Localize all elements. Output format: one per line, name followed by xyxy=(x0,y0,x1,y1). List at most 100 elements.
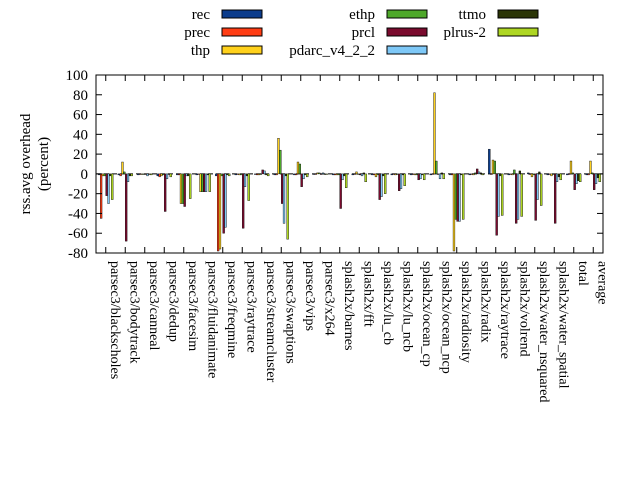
x-tick-label: parsec3/canneal xyxy=(146,261,161,350)
bar-plrus-2-parsec3/x264 xyxy=(325,173,328,175)
x-tick-label: splash2x/water_nsquared xyxy=(536,261,551,403)
bar-plrus-2-parsec3/bodytrack xyxy=(130,173,133,177)
bar-ethp-parsec3/swaptions xyxy=(279,149,282,175)
bar-ethp-parsec3/streamcluster xyxy=(259,173,262,175)
x-tick-label: splash2x/radiosity xyxy=(458,261,473,363)
bar-ttmo-total xyxy=(577,173,580,182)
bar-thp-splash2x/water_spatial xyxy=(550,173,553,177)
bar-prec-parsec3/streamcluster xyxy=(256,173,259,176)
bar-ethp-parsec3/freqmine xyxy=(220,173,223,177)
bar-prcl-parsec3/canneal xyxy=(144,173,147,175)
bar-plrus-2-splash2x/lu_cb xyxy=(384,173,387,194)
legend-label-plrus-2: plrus-2 xyxy=(444,25,487,41)
bar-prec-splash2x/lu_ncb xyxy=(392,173,395,175)
bar-ttmo-parsec3/facesim xyxy=(187,173,190,177)
y-axis-label: rss.avg overhead xyxy=(18,113,34,214)
bar-prec-parsec3/freqmine xyxy=(216,173,220,252)
bar-prcl-splash2x/barnes xyxy=(339,173,342,209)
bar-ethp-parsec3/vips xyxy=(298,163,301,175)
y-tick-label: -20 xyxy=(68,187,88,203)
bar-rec-splash2x/water_nsquared xyxy=(527,172,530,175)
bar-prcl-parsec3/swaptions xyxy=(281,173,284,204)
bar-ethp-splash2x/fft xyxy=(357,173,360,175)
bar-ttmo-parsec3/canneal xyxy=(148,173,151,175)
bar-ttmo-parsec3/freqmine xyxy=(226,173,229,176)
bar-plrus-2-parsec3/swaptions xyxy=(286,173,289,240)
bar-ttmo-splash2x/ocean_ncp xyxy=(440,172,444,175)
bar-ttmo-parsec3/dedup xyxy=(167,173,170,175)
bar-ethp-splash2x/barnes xyxy=(337,173,340,176)
bar-thp-parsec3/facesim xyxy=(179,173,183,204)
bar-ethp-parsec3/blackscholes xyxy=(103,173,106,177)
bar-prec-parsec3/raytrace xyxy=(236,173,239,175)
x-tick-label: parsec3/fluidanimate xyxy=(204,261,219,378)
bar-prec-parsec3/swaptions xyxy=(275,173,278,176)
bar-pdarc_v4_2_2-parsec3/swaptions xyxy=(282,173,286,224)
x-tick-label: splash2x/water_spatial xyxy=(555,261,570,389)
bar-ethp-parsec3/raytrace xyxy=(240,173,243,176)
legend-label-thp: thp xyxy=(191,43,210,59)
bar-plrus-2-parsec3/streamcluster xyxy=(267,173,270,177)
bar-prcl-parsec3/dedup xyxy=(164,173,167,212)
bar-ttmo-parsec3/streamcluster xyxy=(265,173,268,176)
bar-prcl-splash2x/ocean_cp xyxy=(417,173,420,181)
bar-ttmo-average xyxy=(596,173,600,179)
bar-thp-parsec3/bodytrack xyxy=(121,161,124,175)
bar-prcl-splash2x/fft xyxy=(359,173,362,176)
legend-swatch-prcl xyxy=(386,27,428,37)
bar-rec-splash2x/volrend xyxy=(507,173,510,176)
bar-pdarc_v4_2_2-splash2x/water_spatial xyxy=(555,173,559,182)
legend-swatch-ttmo xyxy=(497,9,539,19)
bar-prec-average xyxy=(587,173,590,176)
bar-pdarc_v4_2_2-parsec3/canneal xyxy=(146,173,149,177)
bar-pdarc_v4_2_2-splash2x/water_nsquared xyxy=(536,173,539,200)
bar-rec-splash2x/ocean_ncp xyxy=(429,173,432,176)
bar-pdarc_v4_2_2-parsec3/freqmine xyxy=(224,173,227,228)
bar-plrus-2-parsec3/vips xyxy=(306,173,309,178)
bar-ttmo-splash2x/water_nsquared xyxy=(538,171,541,175)
bar-ttmo-parsec3/x264 xyxy=(323,173,327,175)
bar-rec-parsec3/canneal xyxy=(137,173,140,176)
bar-rec-parsec3/dedup xyxy=(156,173,159,177)
bar-pdarc_v4_2_2-parsec3/vips xyxy=(302,173,305,180)
bar-prec-parsec3/x264 xyxy=(314,173,317,175)
legend-swatch-ethp xyxy=(386,9,428,19)
bar-prec-splash2x/volrend xyxy=(509,173,512,175)
bar-plrus-2-parsec3/raytrace xyxy=(247,173,250,201)
bar-plrus-2-splash2x/radix xyxy=(481,173,484,176)
bar-rec-splash2x/water_spatial xyxy=(546,173,549,176)
legend-label-ttmo: ttmo xyxy=(458,7,486,23)
bar-prec-splash2x/fft xyxy=(353,173,356,175)
bar-prcl-splash2x/ocean_ncp xyxy=(437,173,440,175)
bar-prcl-total xyxy=(573,173,576,190)
bar-prcl-splash2x/lu_cb xyxy=(378,173,381,200)
bar-ttmo-splash2x/radiosity xyxy=(460,173,463,176)
bar-thp-parsec3/blackscholes xyxy=(101,173,105,177)
bar-thp-parsec3/freqmine xyxy=(218,173,222,250)
bar-ttmo-splash2x/lu_ncb xyxy=(401,173,405,176)
y-tick-label: 100 xyxy=(66,68,89,84)
bar-thp-splash2x/radiosity xyxy=(452,173,456,252)
bar-rec-parsec3/x264 xyxy=(312,173,315,175)
bar-rec-splash2x/barnes xyxy=(332,173,335,176)
bar-ethp-splash2x/radiosity xyxy=(454,173,457,220)
bar-pdarc_v4_2_2-splash2x/fft xyxy=(360,173,364,177)
x-tick-label: splash2x/volrend xyxy=(516,261,531,357)
bar-pdarc_v4_2_2-parsec3/dedup xyxy=(165,173,169,180)
bar-prec-splash2x/barnes xyxy=(334,173,337,176)
bar-prcl-splash2x/volrend xyxy=(515,173,518,224)
bar-prec-splash2x/raytrace xyxy=(490,173,493,175)
x-tick-label: parsec3/vips xyxy=(302,261,317,331)
bar-plrus-2-splash2x/water_nsquared xyxy=(540,173,543,206)
x-tick-label: parsec3/swaptions xyxy=(282,261,297,364)
bar-prec-splash2x/water_nsquared xyxy=(529,173,532,175)
bar-plrus-2-average xyxy=(598,173,601,182)
legend-swatch-prec xyxy=(221,27,263,37)
bar-ethp-average xyxy=(591,172,594,175)
bar-ttmo-splash2x/barnes xyxy=(343,173,346,177)
bar-pdarc_v4_2_2-splash2x/ocean_ncp xyxy=(438,173,442,180)
bar-prcl-parsec3/fluidanimate xyxy=(203,173,206,192)
legend-label-ethp: ethp xyxy=(349,7,375,23)
